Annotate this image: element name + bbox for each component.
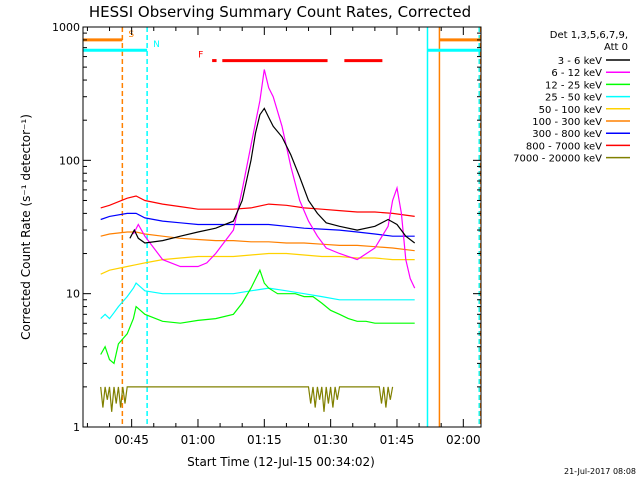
legend-entry-label: 3 - 6 keV bbox=[558, 56, 602, 67]
series-line-3 bbox=[100, 282, 415, 320]
legend-entry-label: 7000 - 20000 keV bbox=[513, 154, 602, 165]
series-line-6 bbox=[100, 212, 415, 237]
x-tick-label: 01:00 bbox=[181, 433, 216, 447]
x-tick-label: 00:45 bbox=[114, 433, 149, 447]
legend-entry-label: 300 - 800 keV bbox=[532, 129, 602, 140]
legend-entry-label: 50 - 100 keV bbox=[539, 105, 603, 116]
x-axis-label: Start Time (12-Jul-15 00:34:02) bbox=[187, 455, 375, 469]
x-tick-label: 01:30 bbox=[313, 433, 348, 447]
y-tick-label: 100 bbox=[59, 154, 80, 167]
legend-header-line: Det 1,3,5,6,7,9, bbox=[550, 30, 628, 41]
y-tick-label: 10 bbox=[66, 288, 80, 301]
x-axis: 00:45 01:00 01:15 01:30 01:45 02:00 bbox=[86, 27, 481, 447]
series-layer bbox=[100, 69, 416, 412]
y-axis-label: Corrected Count Rate (s⁻¹ detector⁻¹) bbox=[19, 114, 33, 340]
legend-entry-label: 6 - 12 keV bbox=[551, 68, 602, 79]
status-bar-label-f: F bbox=[198, 51, 203, 61]
chart-title: HESSI Observing Summary Count Rates, Cor… bbox=[89, 3, 471, 21]
footer-timestamp: 21-Jul-2017 08:08 bbox=[564, 467, 636, 476]
legend-entry-label: 25 - 50 keV bbox=[545, 93, 602, 104]
x-tick-label: 02:00 bbox=[446, 433, 481, 447]
x-tick-label: 01:45 bbox=[380, 433, 415, 447]
series-line-2 bbox=[100, 268, 415, 365]
legend-header-line: Att 0 bbox=[604, 42, 628, 53]
y-tick-label: 1000 bbox=[52, 21, 80, 34]
status-bar-label-n: N bbox=[153, 40, 160, 50]
legend-entry-label: 800 - 7000 keV bbox=[526, 141, 602, 152]
series-line-5 bbox=[100, 231, 415, 252]
series-line-0 bbox=[129, 107, 416, 244]
y-tick-label: 1 bbox=[73, 421, 80, 434]
series-line-8 bbox=[100, 386, 394, 412]
plot-frame bbox=[82, 26, 482, 428]
vertical-markers bbox=[121, 27, 482, 427]
legend-entry-label: 100 - 300 keV bbox=[532, 117, 602, 128]
legend-entry-label: 12 - 25 keV bbox=[545, 80, 602, 91]
y-axis: 1 10 100 1000 bbox=[52, 21, 481, 434]
x-tick-label: 01:15 bbox=[247, 433, 282, 447]
series-line-4 bbox=[100, 252, 415, 275]
series-line-1 bbox=[132, 69, 416, 289]
series-line-7 bbox=[100, 195, 415, 217]
